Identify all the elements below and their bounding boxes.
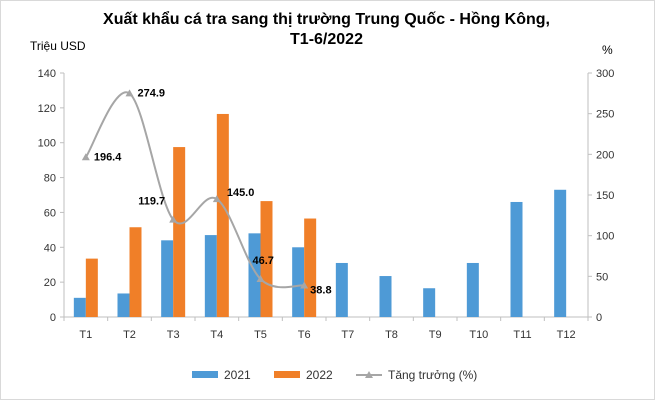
x-tick-label: T1 [79, 329, 92, 341]
growth-point-marker [81, 153, 90, 161]
bar-2021 [554, 189, 567, 317]
x-tick-label: T3 [167, 329, 180, 341]
growth-data-label: 38.8 [310, 284, 331, 296]
bar-2022 [304, 218, 317, 317]
y-left-tick-label: 0 [50, 312, 56, 324]
y-left-tick-label: 140 [38, 68, 56, 80]
x-tick-label: T11 [513, 329, 531, 341]
y-left-tick-label: 40 [44, 242, 56, 254]
y-axis-right-label: % [602, 43, 613, 57]
y-left-tick-label: 20 [44, 277, 56, 289]
y-left-tick-label: 80 [44, 173, 56, 185]
bar-2022 [85, 258, 98, 317]
legend-label: 2021 [224, 368, 251, 382]
y-right-tick-label: 100 [596, 231, 614, 243]
x-tick-label: T2 [123, 329, 136, 341]
legend-label: Tăng trưởng (%) [388, 368, 477, 382]
bar-2021 [73, 297, 86, 317]
y-left-tick-label: 120 [38, 103, 56, 115]
bar-2022 [260, 201, 273, 317]
y-right-tick-label: 50 [596, 271, 608, 283]
y-left-tick-label: 100 [38, 138, 56, 150]
bar-2021 [466, 262, 479, 317]
x-tick-label: T4 [210, 329, 223, 341]
bar-2021 [117, 293, 130, 317]
y-right-tick-label: 150 [596, 190, 614, 202]
bar-2021 [204, 235, 217, 317]
x-tick-label: T5 [254, 329, 267, 341]
bar-2022 [173, 147, 186, 317]
x-tick-label: T6 [298, 329, 311, 341]
legend-swatch-marker [365, 371, 373, 378]
legend-label: 2022 [306, 368, 333, 382]
bar-2022 [216, 113, 229, 317]
bar-2021 [379, 276, 392, 317]
legend-swatch-2021 [192, 371, 218, 378]
growth-point-marker [256, 275, 265, 283]
growth-data-label: 274.9 [138, 87, 166, 99]
y-right-tick-label: 250 [596, 109, 614, 121]
x-tick-label: T10 [469, 329, 488, 341]
bar-2021 [292, 247, 305, 317]
x-tick-label: T9 [429, 329, 442, 341]
growth-point-marker [300, 281, 309, 289]
legend-swatch-2022 [274, 371, 300, 378]
y-right-tick-label: 0 [596, 312, 602, 324]
y-right-tick-label: 300 [596, 68, 614, 80]
growth-point-marker [125, 89, 134, 97]
chart-subtitle: T1-6/2022 [290, 31, 363, 48]
y-left-tick-label: 60 [44, 207, 56, 219]
growth-data-label: 119.7 [138, 196, 165, 208]
bar-2021 [335, 262, 348, 317]
x-tick-label: T12 [557, 329, 576, 341]
chart-title: Xuất khẩu cá tra sang thị trường Trung Q… [103, 11, 550, 28]
y-axis-left-label: Triệu USD [30, 39, 86, 53]
growth-data-label: 46.7 [253, 255, 274, 267]
x-tick-label: T7 [341, 329, 354, 341]
x-tick-label: T8 [385, 329, 398, 341]
growth-point-marker [169, 215, 178, 223]
bar-2021 [248, 233, 261, 317]
bar-2021 [510, 201, 523, 317]
bar-2022 [129, 227, 142, 317]
bar-2021 [161, 240, 174, 317]
growth-data-label: 196.4 [94, 151, 122, 163]
bar-2021 [423, 288, 436, 317]
growth-data-label: 145.0 [227, 187, 255, 199]
growth-point-marker [212, 195, 221, 203]
y-right-tick-label: 200 [596, 149, 614, 161]
